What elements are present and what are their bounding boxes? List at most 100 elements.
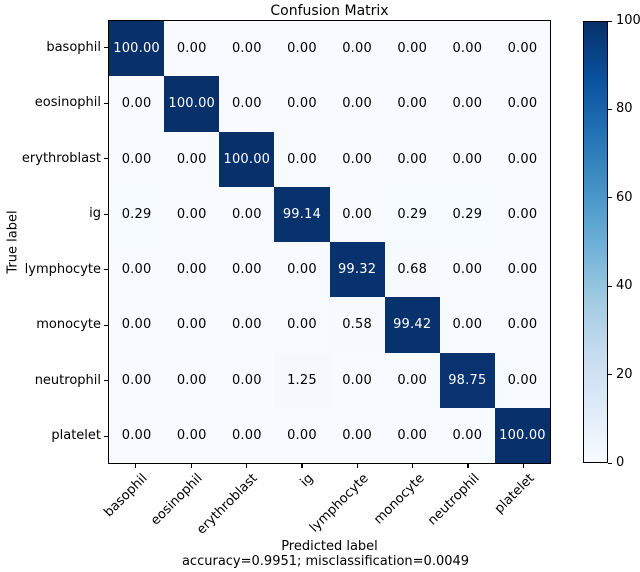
- x-tick-mark: [467, 464, 469, 468]
- matrix-cell: 0.00: [329, 131, 385, 187]
- matrix-cell: 0.00: [274, 131, 330, 187]
- accuracy-note: accuracy=0.9951; misclassification=0.004…: [181, 554, 470, 569]
- matrix-cell: 0.00: [274, 76, 330, 132]
- matrix-cell: 0.68: [384, 242, 440, 298]
- y-tick-mark: [104, 435, 108, 437]
- colorbar-tick-label: 60: [616, 189, 633, 205]
- y-tick-label: erythroblast: [21, 150, 101, 166]
- matrix-cell: 0.00: [494, 242, 550, 298]
- matrix-cell: 0.00: [219, 352, 275, 408]
- x-axis-label: Predicted label: [281, 539, 378, 554]
- x-tick-mark: [135, 464, 137, 468]
- y-tick-label: monocyte: [36, 317, 101, 333]
- matrix-cell: 0.00: [494, 131, 550, 187]
- x-tick-mark: [245, 464, 248, 468]
- matrix-cell: 99.32: [329, 242, 385, 298]
- colorbar-tick-label: 100: [616, 13, 640, 28]
- y-tick-label: platelet: [51, 428, 101, 444]
- colorbar-tick-mark: [608, 20, 612, 22]
- matrix-cell: 99.42: [384, 297, 440, 353]
- matrix-cell: 0.00: [439, 21, 495, 77]
- heatmap-grid: 100.00 0.00 0.00 0.00 0.00 0.00 0.00 0.00 0.00 10…: [108, 20, 551, 464]
- x-tick-mark: [356, 464, 358, 468]
- y-tick-label: eosinophil: [34, 95, 101, 111]
- matrix-cell: 0.00: [109, 242, 165, 298]
- matrix-cell: 0.00: [329, 21, 385, 77]
- matrix-cell: 0.00: [109, 131, 165, 187]
- y-tick-mark: [104, 213, 108, 215]
- matrix-cell: 0.00: [439, 242, 495, 298]
- matrix-cell: 0.00: [329, 76, 385, 132]
- matrix-cell: 0.00: [439, 407, 495, 463]
- matrix-cell: 0.00: [384, 76, 440, 132]
- matrix-cell: 0.00: [494, 21, 550, 77]
- matrix-cell: 0.00: [109, 76, 165, 132]
- matrix-cell: 100.00: [164, 76, 220, 132]
- x-tick-mark: [412, 464, 414, 468]
- y-tick-mark: [104, 158, 108, 160]
- matrix-cell: 0.00: [274, 297, 330, 353]
- matrix-cell: 0.00: [439, 76, 495, 132]
- matrix-cell: 100.00: [219, 131, 275, 187]
- matrix-cell: 0.00: [219, 21, 275, 77]
- matrix-cell: 0.00: [164, 242, 220, 298]
- y-tick-label: ig: [89, 206, 101, 222]
- y-tick-mark: [104, 269, 108, 271]
- matrix-cell: 0.00: [494, 297, 550, 353]
- matrix-cell: 0.00: [494, 186, 550, 242]
- y-tick-mark: [104, 102, 108, 104]
- matrix-cell: 0.00: [164, 186, 220, 242]
- matrix-cell: 0.00: [219, 407, 275, 463]
- colorbar-tick-mark: [608, 374, 612, 376]
- matrix-cell: 0.00: [274, 21, 330, 77]
- matrix-cell: 0.00: [274, 242, 330, 298]
- matrix-cell: 0.00: [164, 131, 220, 187]
- matrix-cell: 0.29: [439, 186, 495, 242]
- matrix-cell: 98.75: [439, 352, 495, 408]
- colorbar-tick-label: 80: [616, 101, 633, 117]
- matrix-cell: 0.00: [164, 352, 220, 408]
- matrix-cell: 0.00: [494, 352, 550, 408]
- y-tick-label: neutrophil: [34, 372, 101, 388]
- colorbar-tick-mark: [608, 108, 612, 111]
- matrix-cell: 0.00: [439, 131, 495, 187]
- matrix-cell: 0.00: [219, 186, 275, 242]
- matrix-cell: 0.58: [329, 297, 385, 353]
- y-tick-mark: [104, 380, 108, 382]
- matrix-cell: 0.00: [329, 186, 385, 242]
- colorbar-tick-label: 20: [616, 366, 633, 382]
- matrix-cell: 0.00: [329, 352, 385, 408]
- matrix-cell: 0.00: [219, 242, 275, 298]
- matrix-cell: 0.29: [109, 186, 165, 242]
- colorbar-tick-mark: [608, 285, 612, 287]
- x-tick-mark: [522, 464, 524, 468]
- matrix-cell: 0.00: [164, 297, 220, 353]
- matrix-cell: 0.00: [164, 21, 220, 77]
- matrix-cell: 0.00: [384, 21, 440, 77]
- matrix-cell: 0.00: [494, 76, 550, 132]
- matrix-cell: 1.25: [274, 352, 330, 408]
- matrix-cell: 0.00: [109, 297, 165, 353]
- colorbar-tick-label: 0: [616, 455, 625, 470]
- y-tick-mark: [104, 324, 108, 326]
- matrix-cell: 0.00: [274, 407, 330, 463]
- matrix-cell: 0.00: [109, 407, 165, 463]
- colorbar: [583, 21, 608, 463]
- matrix-cell: 0.00: [384, 407, 440, 463]
- x-tick-mark: [301, 464, 303, 468]
- matrix-cell: 99.14: [274, 186, 330, 242]
- matrix-cell: 0.00: [219, 297, 275, 353]
- colorbar-tick-mark: [608, 462, 612, 464]
- matrix-cell: 0.00: [329, 407, 385, 463]
- y-tick-label: basophil: [46, 39, 101, 55]
- matrix-cell: 100.00: [494, 407, 550, 463]
- matrix-cell: 100.00: [109, 21, 165, 77]
- matrix-cell: 0.00: [384, 131, 440, 187]
- y-tick-mark: [104, 47, 108, 49]
- matrix-cell: 0.00: [109, 352, 165, 408]
- y-tick-label: lymphocyte: [24, 261, 101, 277]
- matrix-cell: 0.29: [384, 186, 440, 242]
- colorbar-tick-label: 40: [616, 278, 633, 294]
- matrix-cell: 0.00: [164, 407, 220, 463]
